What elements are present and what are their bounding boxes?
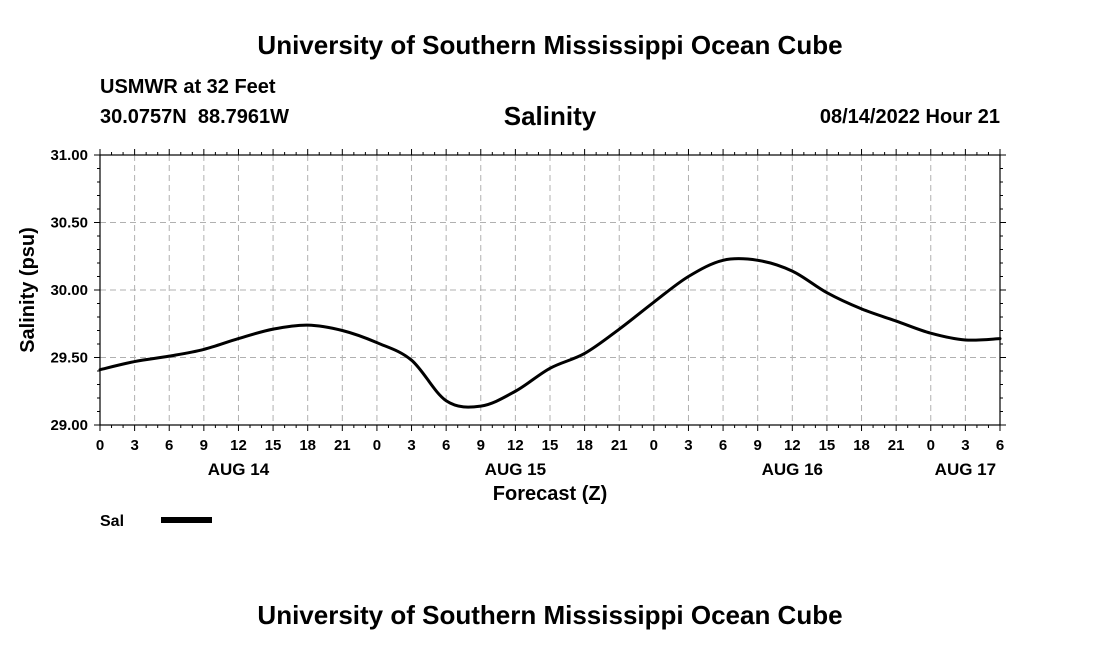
x-tick-label: 0: [373, 437, 381, 454]
coordinates: 30.0757N 88.7961W: [100, 106, 289, 129]
y-tick-label: 29.50: [50, 350, 88, 367]
x-tick-label: 9: [200, 437, 208, 454]
x-tick-label: 3: [407, 437, 415, 454]
x-tick-label: 3: [130, 437, 138, 454]
x-tick-label: 3: [684, 437, 692, 454]
x-tick-label: 15: [265, 437, 282, 454]
x-day-label: AUG 16: [762, 460, 823, 479]
series: [98, 257, 1002, 409]
x-tick-label: 12: [507, 437, 524, 454]
x-tick-label: 12: [784, 437, 801, 454]
x-tick-label: 3: [961, 437, 969, 454]
x-tick-label: 21: [888, 437, 905, 454]
x-tick-label: 18: [576, 437, 593, 454]
x-tick-label: 21: [334, 437, 351, 454]
x-tick-label: 18: [299, 437, 316, 454]
legend-label: Sal: [100, 513, 124, 530]
legend: Sal: [100, 513, 212, 530]
x-tick-label: 0: [650, 437, 658, 454]
x-tick-label: 18: [853, 437, 870, 454]
latitude: 30.0757N: [100, 106, 187, 128]
x-axis-title: Forecast (Z): [493, 483, 607, 505]
y-tick-label: 31.00: [50, 147, 88, 164]
x-day-label: AUG 14: [208, 460, 270, 479]
chart-title: Salinity: [503, 101, 597, 131]
x-day-label: AUG 15: [485, 460, 546, 479]
series-line-sal: [98, 257, 1002, 409]
x-tick-label: 6: [165, 437, 173, 454]
x-tick-label: 0: [927, 437, 935, 454]
x-tick-label: 6: [996, 437, 1004, 454]
station-label: USMWR at 32 Feet: [100, 76, 276, 98]
x-tick-label: 15: [819, 437, 836, 454]
plot-frame: [99, 154, 1001, 426]
y-tick-label: 29.00: [50, 417, 88, 434]
x-tick-label: 9: [477, 437, 485, 454]
x-tick-label: 12: [230, 437, 247, 454]
footer-title: University of Southern Mississippi Ocean…: [257, 600, 843, 630]
forecast-datetime: 08/14/2022 Hour 21: [819, 106, 1000, 128]
longitude: 88.7961W: [197, 106, 290, 128]
x-tick-label: 21: [611, 437, 628, 454]
y-axis-title: Salinity (psu): [17, 227, 39, 353]
y-tick-label: 30.50: [50, 215, 88, 232]
x-tick-label: 6: [719, 437, 727, 454]
x-tick-label: 15: [542, 437, 559, 454]
grid: [100, 155, 1000, 425]
x-day-label: AUG 17: [935, 460, 996, 479]
page-title: University of Southern Mississippi Ocean…: [257, 30, 843, 60]
y-tick-label: 30.00: [50, 282, 88, 299]
x-tick-label: 9: [754, 437, 762, 454]
axis-labels: 0 3 6 9 12 15 18 21 0 3 6 9 12 15 18 21 0 3 6 9 12 15 18 21 0 3 6A…: [50, 147, 1004, 479]
legend-swatch: [161, 517, 212, 523]
x-tick-label: 0: [96, 437, 104, 454]
x-tick-label: 6: [442, 437, 450, 454]
